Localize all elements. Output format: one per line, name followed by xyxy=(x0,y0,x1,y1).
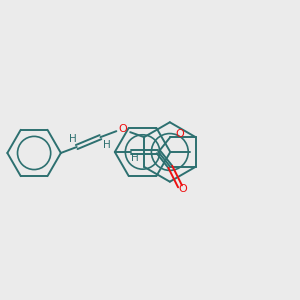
Text: H: H xyxy=(103,140,110,150)
Text: H: H xyxy=(131,153,139,163)
Text: O: O xyxy=(118,124,127,134)
Text: O: O xyxy=(178,184,188,194)
Text: O: O xyxy=(176,129,184,139)
Text: H: H xyxy=(69,134,76,144)
